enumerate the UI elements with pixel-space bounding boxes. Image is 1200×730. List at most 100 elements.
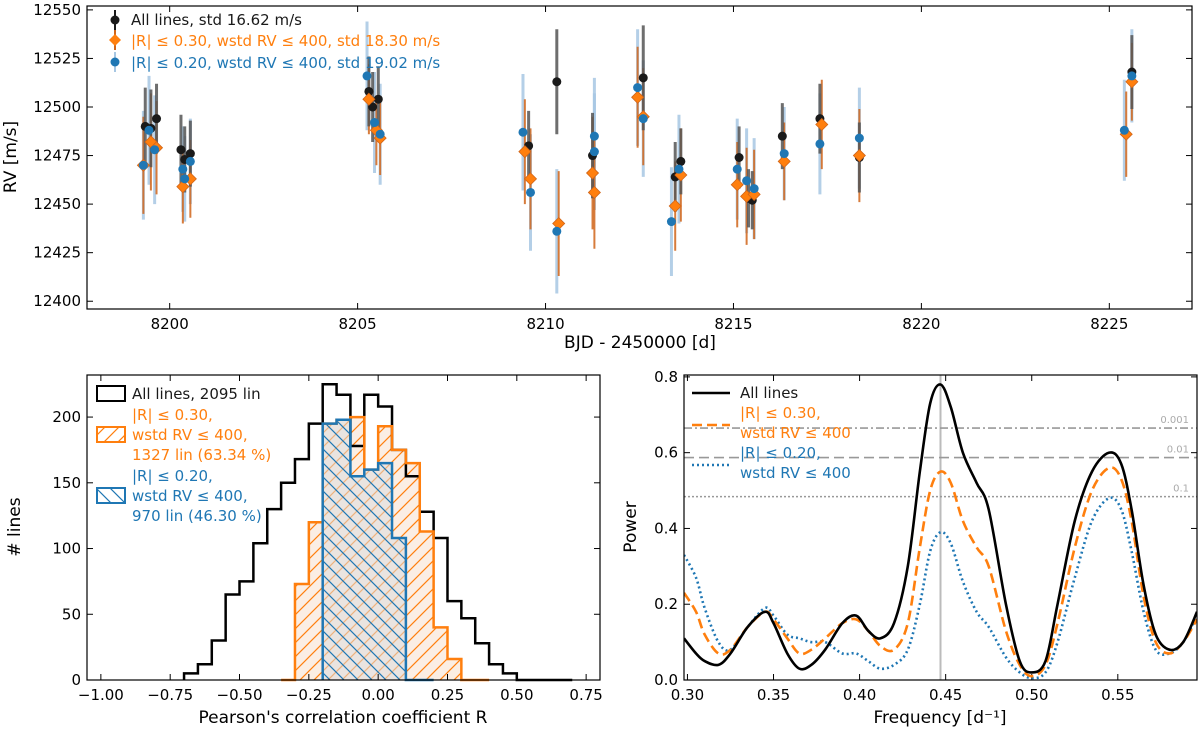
- rv-point-black: [185, 149, 195, 159]
- rv-point-orange: [523, 172, 538, 186]
- top-x-axis-label: BJD - 2450000 [d]: [564, 333, 716, 353]
- rv-point-black: [373, 94, 383, 104]
- rv-point-orange: [587, 185, 601, 200]
- hist-legend-1-line-0: |R| ≤ 0.30,: [132, 406, 213, 424]
- hist-plot-frame: [86, 374, 601, 681]
- per-legend-2-line-0: |R| ≤ 0.20,: [740, 444, 821, 462]
- rv-point-blue: [180, 174, 190, 184]
- hist-step-orange: [281, 415, 490, 682]
- periodogram-line-all: [684, 383, 1197, 674]
- x-tick-label: 8220: [902, 315, 940, 333]
- x-tick-label: 8210: [526, 315, 564, 333]
- rv-point-orange: [631, 90, 645, 104]
- legend-entry-all-lines: All lines, std 16.62 m/s: [110, 10, 302, 30]
- top-y-axis-label: RV [m/s]: [1, 121, 21, 193]
- y-tick-label: 150: [52, 474, 81, 492]
- x-tick-label: 0.45: [929, 686, 962, 704]
- x-tick-label: 0.25: [431, 686, 464, 704]
- hist-legend-swatch-orange: [96, 426, 126, 443]
- per-legend: All lines |R| ≤ 0.30, wstd RV ≤ 400 |R| …: [692, 384, 851, 482]
- hist-legend-2-line-0: |R| ≤ 0.20,: [132, 467, 213, 485]
- hist-legend: All lines, 2095 lin |R| ≤ 0.30, wstd RV …: [96, 385, 271, 525]
- per-legend-1-line-0: |R| ≤ 0.30,: [740, 404, 821, 422]
- rv-point-blue: [742, 176, 752, 186]
- x-tick-label: 0.40: [843, 686, 876, 704]
- fap-level-label: 0.001: [1160, 415, 1189, 426]
- x-tick-label: 0.75: [569, 686, 602, 704]
- x-tick-label: 0.00: [361, 686, 394, 704]
- rv-point-orange: [518, 145, 532, 159]
- y-tick-label: 0.4: [654, 519, 678, 537]
- rv-point-blue: [185, 156, 195, 166]
- hist-legend-swatch-black: [96, 385, 126, 402]
- y-tick-label: 200: [52, 408, 81, 426]
- rv-point-black: [734, 153, 744, 162]
- top-legend-label-0: All lines, std 16.62 m/s: [131, 11, 302, 29]
- hist-legend-2-line-2: 970 lin (46.30 %): [132, 507, 262, 525]
- rv-point-blue: [362, 71, 372, 81]
- y-tick-label: 12500: [33, 98, 81, 116]
- x-tick-label: 8205: [339, 315, 377, 333]
- per-legend-1-line-1: wstd RV ≤ 400: [740, 424, 851, 442]
- x-tick-label: 0.30: [671, 686, 704, 704]
- hist-legend-1-line-2: 1327 lin (63.34 %): [132, 446, 271, 464]
- y-tick-label: 12425: [33, 244, 81, 262]
- rv-point-black: [368, 102, 378, 112]
- rv-point-blue: [150, 145, 160, 155]
- rv-point-black: [676, 156, 686, 166]
- x-tick-label: −0.50: [217, 686, 263, 704]
- rv-point-black: [176, 145, 186, 155]
- hist-legend-swatch-blue: [96, 487, 126, 504]
- rv-point-orange: [176, 180, 190, 194]
- rv-point-blue: [666, 217, 676, 227]
- rv-point-blue: [138, 160, 148, 170]
- y-tick-label: 12475: [33, 147, 81, 165]
- rv-point-orange: [362, 92, 376, 106]
- y-tick-label: 0.0: [654, 671, 678, 689]
- histogram-bars-layer: [182, 382, 573, 682]
- y-tick-label: 50: [62, 605, 81, 623]
- hist-step-blue: [321, 418, 434, 682]
- rv-point-black: [552, 77, 562, 87]
- rv-point-black: [638, 73, 648, 83]
- rv-point-black: [364, 86, 374, 96]
- rv-point-blue: [178, 164, 188, 174]
- top-plot-frame: [86, 5, 1193, 310]
- rv-point-blue: [1127, 71, 1137, 81]
- rv-points-layer: [136, 21, 1139, 294]
- per-legend-2-line-1: wstd RV ≤ 400: [740, 464, 851, 482]
- y-tick-label: 12550: [33, 1, 81, 19]
- rv-point-black: [152, 114, 162, 124]
- rv-point-blue: [779, 149, 789, 159]
- y-tick-label: 0.8: [654, 368, 678, 386]
- fap-level-label: 0.01: [1167, 445, 1189, 456]
- rv-point-blue: [526, 187, 536, 197]
- hist-legend-1-line-1: wstd RV ≤ 400,: [132, 426, 248, 444]
- x-tick-label: 0.50: [500, 686, 533, 704]
- top-legend-label-2: |R| ≤ 0.20, wstd RV ≤ 400, std 19.02 m/s: [131, 54, 440, 72]
- rv-point-blue: [589, 131, 599, 141]
- x-tick-label: −0.25: [286, 686, 332, 704]
- top-legend-label-1: |R| ≤ 0.30, wstd RV ≤ 400, std 18.30 m/s: [131, 32, 440, 50]
- periodogram-lines-layer: 0.001 0.01 0.1: [684, 375, 1197, 680]
- x-tick-label: 0.35: [757, 686, 790, 704]
- rv-point-blue: [1119, 125, 1129, 135]
- rv-point-blue: [370, 118, 380, 128]
- fap-level-label: 0.1: [1173, 484, 1189, 495]
- x-tick-label: 8225: [1090, 315, 1128, 333]
- rv-point-orange: [777, 154, 791, 168]
- rv-point-orange: [815, 117, 829, 132]
- rv-point-orange: [852, 148, 866, 163]
- rv-point-orange: [668, 199, 682, 213]
- rv-point-blue: [518, 127, 528, 137]
- periodogram-axis-ticks: 0.30 0.35 0.40 0.45 0.50 0.55 0.0 0.2 0.4 0.6 0.8: [654, 368, 1197, 704]
- rv-point-blue: [815, 139, 825, 149]
- y-tick-label: 0.2: [654, 595, 678, 613]
- hist-x-axis-label: Pearson's correlation coefficient R: [199, 708, 488, 728]
- x-tick-label: −1.00: [78, 686, 124, 704]
- rv-point-blue: [732, 164, 742, 174]
- x-tick-label: 8200: [151, 315, 189, 333]
- x-tick-label: −0.75: [147, 686, 193, 704]
- x-tick-label: 0.55: [1101, 686, 1134, 704]
